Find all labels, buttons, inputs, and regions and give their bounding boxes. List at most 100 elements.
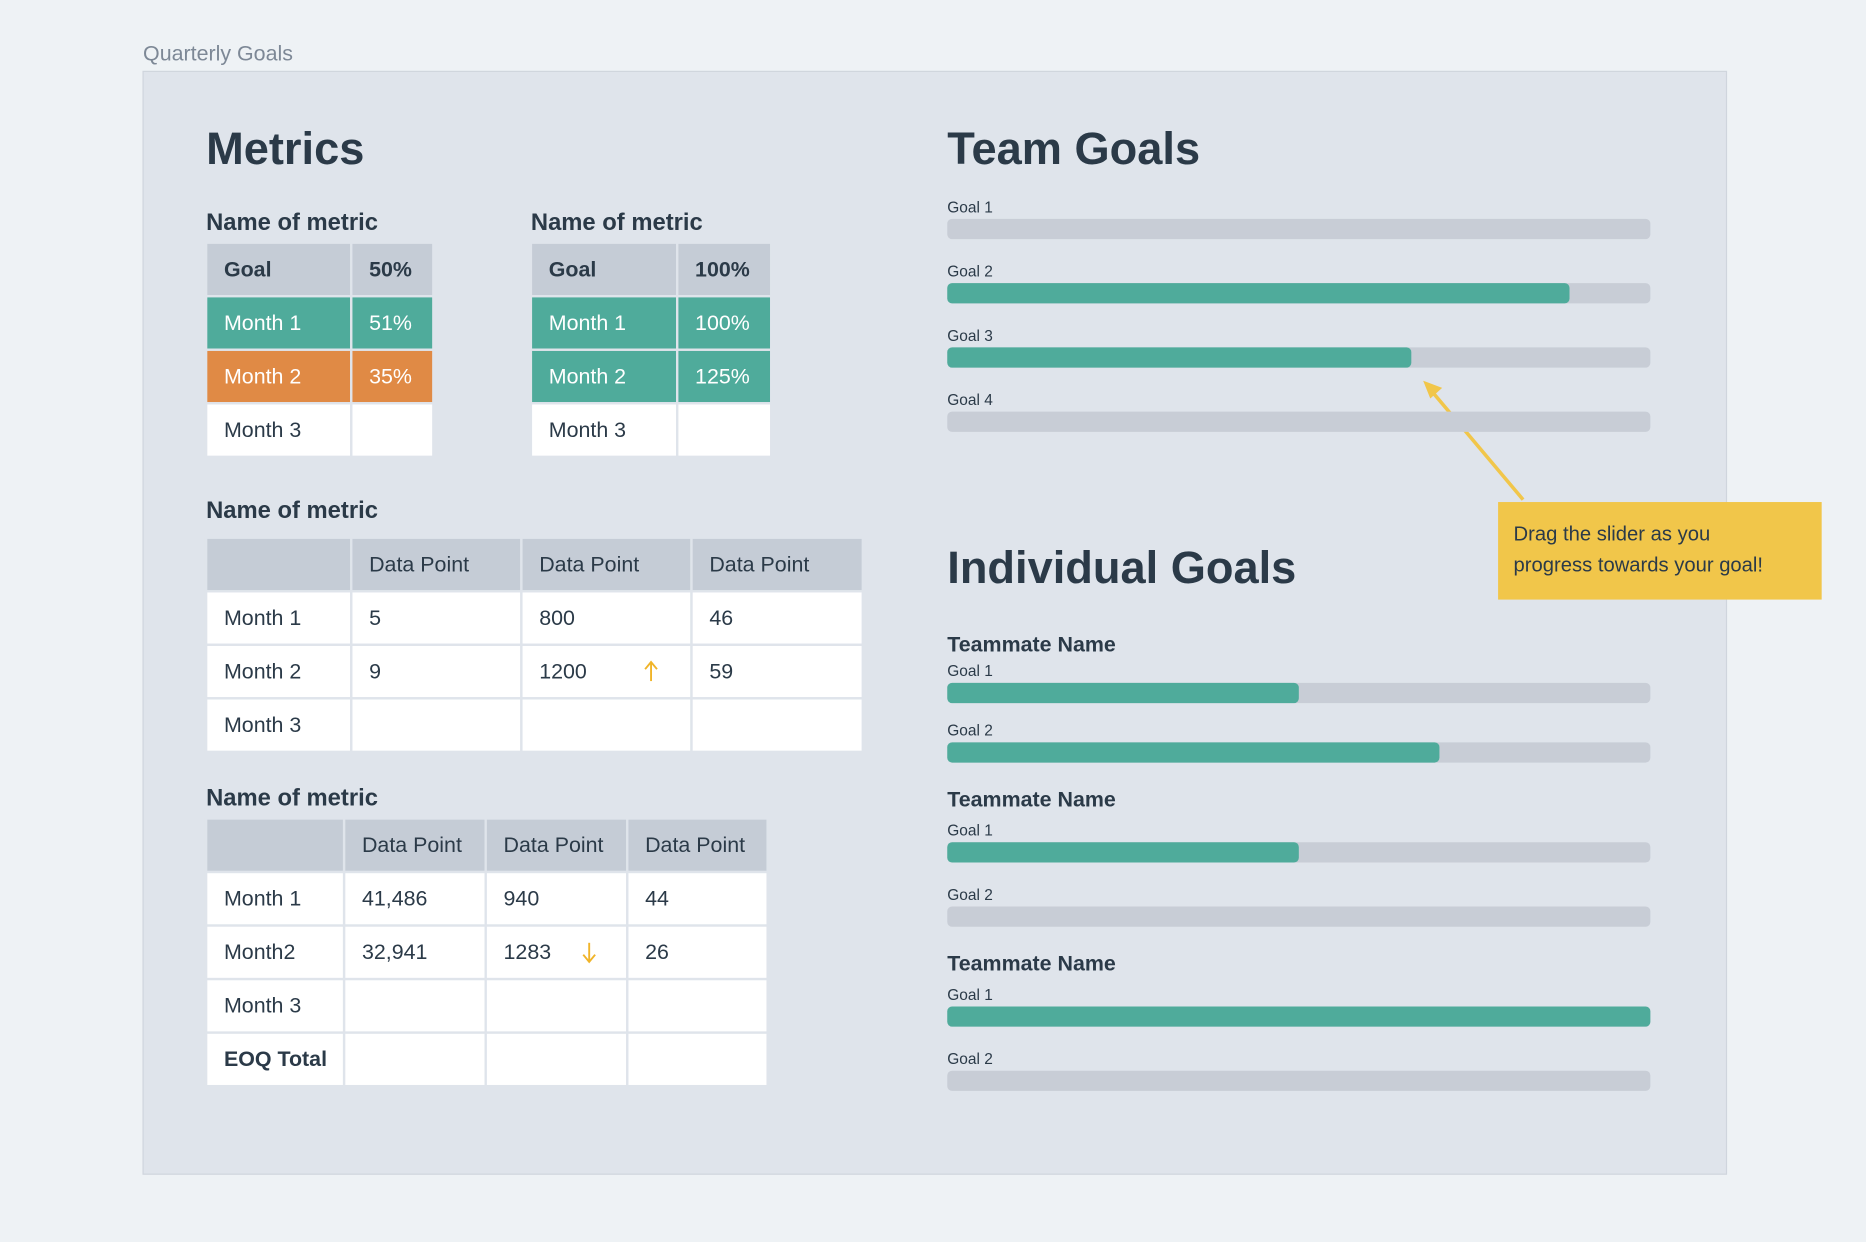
table-cell (626, 817, 769, 874)
goal-label: Goal 2 (947, 887, 993, 904)
table-text: 9 (369, 659, 381, 683)
table-text: 46 (709, 606, 733, 630)
table-cell (204, 590, 353, 646)
table-text: Month2 (224, 940, 295, 964)
table-cell (626, 870, 769, 927)
table-cell (676, 348, 773, 405)
teammate-name: Teammate Name (947, 951, 1116, 975)
table-text: Month 1 (224, 887, 301, 911)
callout-text: progress towards your goal! (1514, 555, 1763, 577)
table-cell (204, 697, 353, 754)
table-text: Month 2 (224, 659, 301, 683)
callout-arrow (1426, 385, 1525, 501)
table-text: 1200 (539, 659, 587, 683)
goal-label: Goal 1 (947, 987, 993, 1004)
slider-track[interactable] (947, 1070, 1651, 1091)
table-header: 50% (369, 257, 412, 281)
slider-fill[interactable] (947, 283, 1570, 304)
table-text: Month 3 (224, 418, 301, 442)
slider-fill[interactable] (947, 1006, 1651, 1027)
table-header: Data Point (362, 833, 462, 857)
table-cell (676, 295, 773, 351)
table-text: 1283 (504, 940, 552, 964)
table-cell (350, 697, 523, 754)
table-title: Name of metric (206, 497, 378, 524)
table-header: Goal (549, 257, 597, 281)
table-cell (520, 536, 693, 593)
table-cell (484, 924, 629, 981)
table-text: Month 3 (224, 994, 301, 1018)
table-text: 125% (695, 364, 750, 388)
table-title: Name of metric (206, 209, 378, 236)
table-text: 41,486 (362, 887, 427, 911)
table-cell (484, 1031, 629, 1088)
goal-label: Goal 4 (947, 392, 993, 409)
slider-fill[interactable] (947, 742, 1440, 763)
table-cell (690, 643, 864, 700)
table-cell (676, 402, 773, 459)
table-header: Data Point (369, 552, 469, 576)
table-header: Goal (224, 257, 272, 281)
goal-label: Goal 1 (947, 663, 993, 680)
table-text: 26 (645, 940, 669, 964)
table-text: 800 (539, 606, 575, 630)
table-cell (350, 536, 523, 593)
table-text: 940 (504, 887, 540, 911)
table-text: 44 (645, 887, 669, 911)
table-text: 100% (695, 311, 750, 335)
table-cell (484, 977, 629, 1034)
slider-track[interactable] (947, 906, 1651, 927)
goal-label: Goal 2 (947, 723, 993, 740)
table-cell (690, 590, 864, 646)
table-text: Month 1 (224, 606, 301, 630)
frame-title: Quarterly Goals (143, 41, 293, 65)
table-cell (626, 1031, 769, 1088)
table-text: 51% (369, 311, 412, 335)
goal-label: Goal 2 (947, 1051, 993, 1068)
goal-label: Goal 1 (947, 823, 993, 840)
slider-fill[interactable] (947, 842, 1299, 863)
section-heading: Individual Goals (947, 542, 1296, 593)
table-text: Month 3 (549, 418, 626, 442)
table-cell (204, 402, 353, 459)
trend-arrow (644, 660, 658, 670)
callout-text: Drag the slider as you (1514, 524, 1711, 546)
table-cell (204, 817, 346, 874)
section-heading: Team Goals (947, 123, 1200, 174)
slider-fill[interactable] (947, 682, 1299, 704)
table-cell (204, 1031, 346, 1088)
table-cell (520, 643, 693, 700)
table-cell (342, 924, 487, 981)
table-cell (204, 643, 353, 700)
table-cell (626, 977, 769, 1034)
table-cell (690, 536, 864, 593)
slider-fill[interactable] (947, 347, 1412, 368)
table-text: Month 2 (549, 364, 626, 388)
goal-label: Goal 2 (947, 264, 993, 281)
goal-label: Goal 1 (947, 199, 993, 216)
table-text: Month 3 (224, 713, 301, 737)
slider-track[interactable] (947, 411, 1651, 432)
table-text: 5 (369, 606, 381, 630)
table-text: 59 (709, 659, 733, 683)
table-cell (520, 697, 693, 754)
goal-label: Goal 3 (947, 328, 993, 345)
table-text: Month 2 (224, 364, 301, 388)
table-header: 100% (695, 257, 750, 281)
table-header: Data Point (504, 833, 604, 857)
trend-arrow (582, 954, 596, 964)
table-text: 32,941 (362, 940, 427, 964)
callout (1498, 502, 1822, 600)
table-cell (690, 697, 864, 754)
table-cell (342, 977, 487, 1034)
section-heading: Metrics (206, 123, 364, 174)
table-title: Name of metric (206, 785, 378, 812)
teammate-name: Teammate Name (947, 787, 1116, 811)
table-header: Data Point (539, 552, 639, 576)
callout-arrowhead (1423, 380, 1443, 399)
table-cell (676, 241, 773, 298)
slider-track[interactable] (947, 218, 1651, 240)
table-cell (626, 924, 769, 981)
